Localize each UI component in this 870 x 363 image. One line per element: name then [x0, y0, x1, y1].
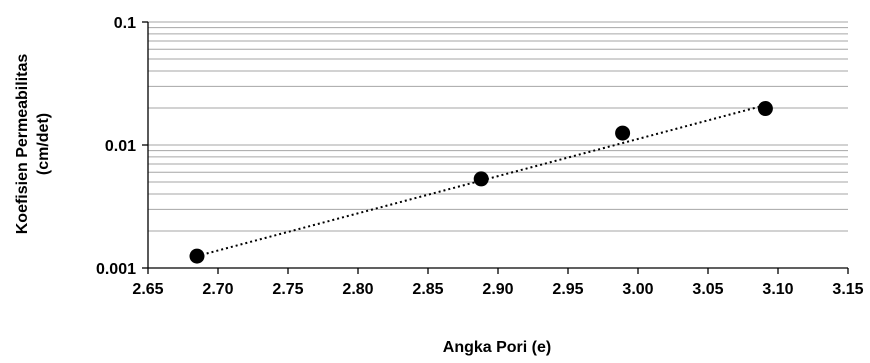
data-point — [757, 101, 773, 117]
x-tick-label: 2.65 — [132, 281, 163, 298]
x-axis-title: Angka Pori (e) — [443, 339, 551, 356]
axes — [142, 21, 849, 274]
x-tick-label: 2.95 — [552, 281, 583, 298]
data-point — [189, 248, 205, 264]
x-tick-label: 3.00 — [622, 281, 653, 298]
x-tick-labels: 2.65 2.70 2.75 2.80 2.85 2.90 2.95 3.00 3.05 3.10… — [132, 281, 863, 298]
x-tick-label: 3.10 — [762, 281, 793, 298]
y-axis-title-line-1: Koefisien Permeabilitas — [14, 54, 31, 235]
data-point — [615, 125, 631, 141]
y-axis-title-line-2: (cm/det) — [35, 113, 52, 175]
x-tick-label: 2.70 — [202, 281, 233, 298]
x-tick-label: 3.15 — [832, 281, 863, 298]
trendline-dotted — [196, 104, 766, 258]
grid-lines — [148, 21, 848, 232]
trendline — [196, 104, 766, 258]
data-point — [473, 171, 489, 187]
y-tick-label: 0.001 — [96, 261, 136, 278]
data-points — [189, 101, 773, 264]
x-tick-label: 3.05 — [692, 281, 723, 298]
y-tick-label: 0.01 — [105, 138, 136, 155]
y-tick-label: 0.1 — [114, 15, 136, 32]
x-tick-label: 2.85 — [412, 281, 443, 298]
x-tick-label: 2.75 — [272, 281, 303, 298]
x-tick-label: 2.90 — [482, 281, 513, 298]
x-tick-label: 2.80 — [342, 281, 373, 298]
y-tick-labels: 0.1 0.01 0.001 — [96, 15, 136, 278]
